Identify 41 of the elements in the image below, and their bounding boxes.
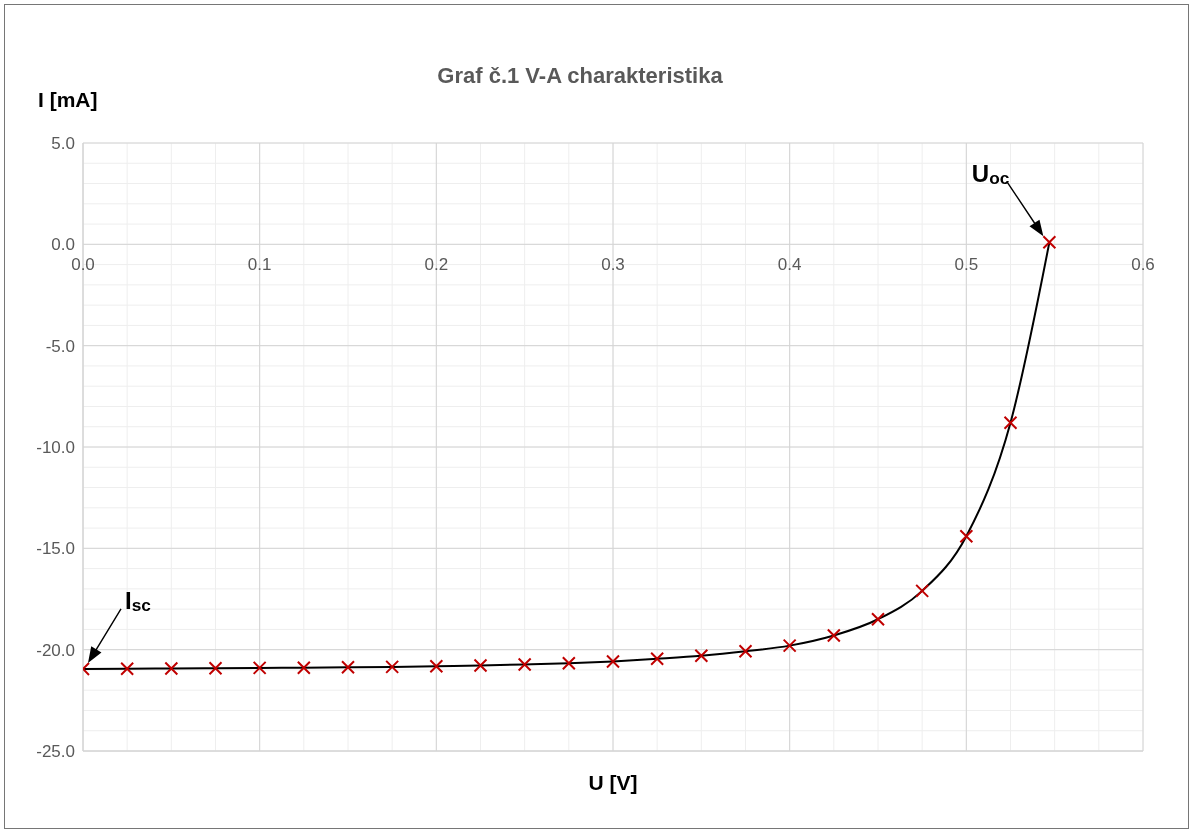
annotation: U$_{oc}$ <box>971 160 1010 188</box>
point <box>1003 415 1018 430</box>
y-axis-title: I [mA] <box>38 88 98 111</box>
point <box>429 659 444 674</box>
point <box>296 660 311 675</box>
y-tick-label: 0.0 <box>51 235 75 255</box>
point <box>252 660 267 675</box>
x-tick-label: 0.2 <box>424 255 449 275</box>
y-tick-label: 5.0 <box>51 134 75 154</box>
x-tick-label: 0.3 <box>601 255 625 275</box>
point <box>385 659 400 674</box>
point <box>473 658 488 673</box>
annotation: I$_{sc}$ <box>125 586 152 615</box>
point <box>1042 235 1057 250</box>
y-tick-label: -5.0 <box>45 336 75 356</box>
point <box>120 661 135 676</box>
x-tick-label: 0.6 <box>1131 255 1155 275</box>
point <box>606 654 620 669</box>
x-tick-label: 0.1 <box>247 255 272 275</box>
y-tick-label: -25.0 <box>36 742 75 762</box>
chart-title: Graf č.1 V-A charakteristika <box>437 63 724 88</box>
point <box>517 657 532 672</box>
point <box>341 660 355 675</box>
point <box>959 529 974 544</box>
x-tick-label: 0.5 <box>954 255 979 275</box>
point <box>915 583 930 598</box>
point <box>164 661 179 676</box>
y-tick-label: -10.0 <box>36 438 75 458</box>
point <box>738 644 753 659</box>
y-tick-label: -15.0 <box>36 539 75 559</box>
point <box>694 648 709 663</box>
x-tick-label: 0.4 <box>777 255 802 275</box>
point <box>871 612 885 627</box>
point <box>561 656 576 671</box>
x-axis-title: U [V] <box>588 771 638 794</box>
point <box>650 651 665 666</box>
point <box>826 628 841 643</box>
y-tick-label: -20.0 <box>36 640 75 660</box>
point <box>782 638 797 653</box>
point <box>208 661 223 676</box>
x-tick-label: 0.0 <box>71 255 95 275</box>
